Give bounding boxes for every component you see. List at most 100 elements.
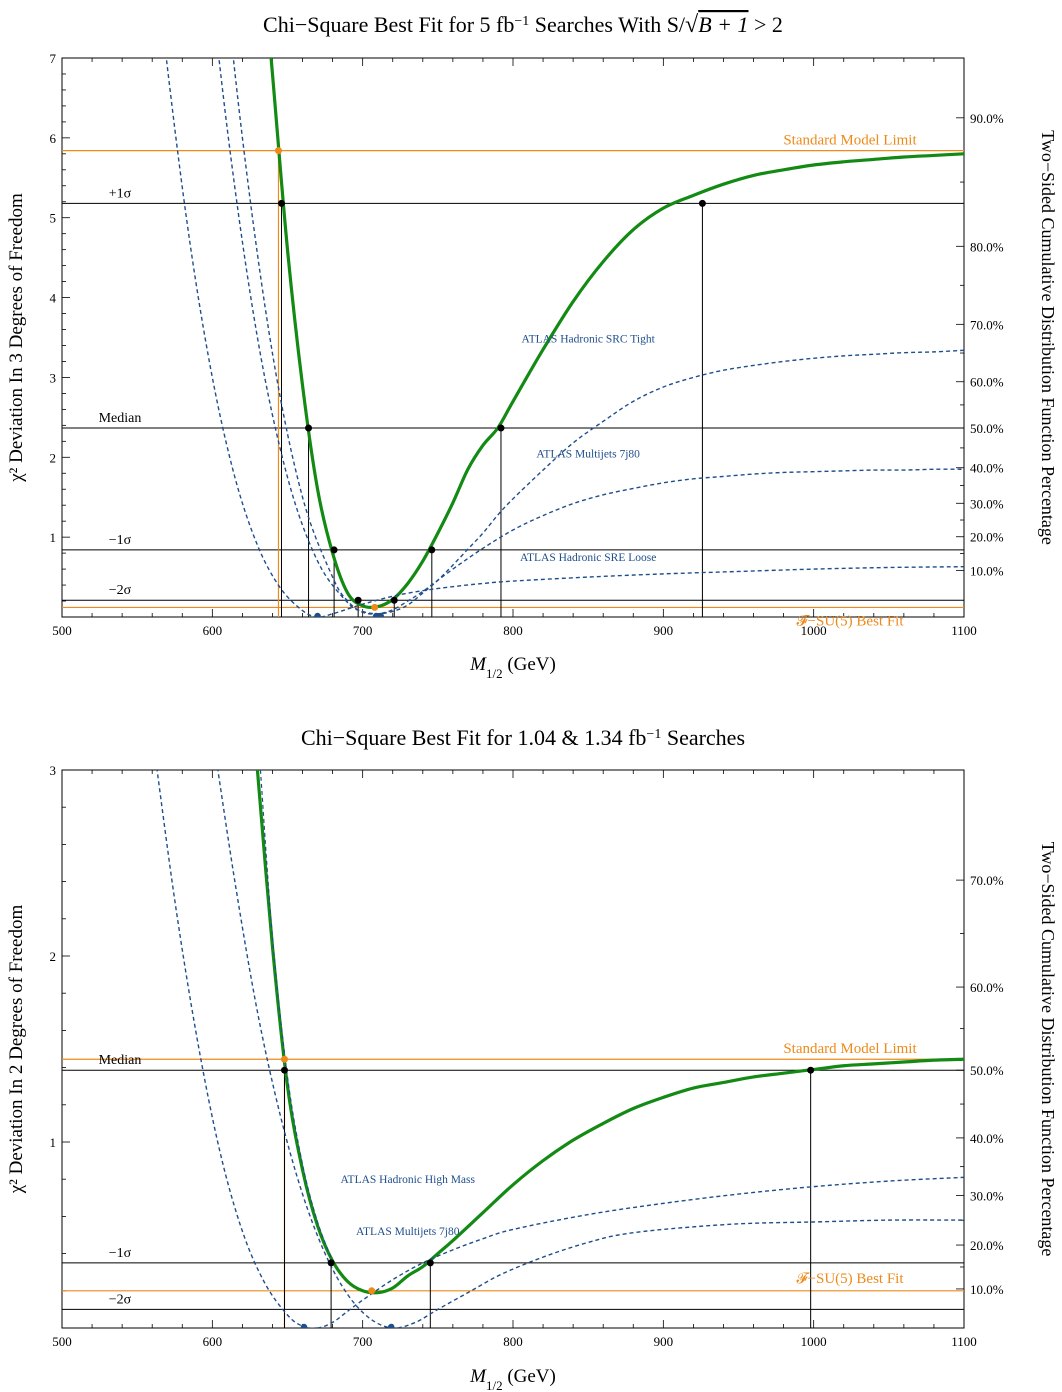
atlas-curve <box>232 58 964 615</box>
intersection-point <box>698 199 706 207</box>
reference-line-label: Median <box>99 411 142 426</box>
intersection-point <box>807 1066 815 1074</box>
orange-point <box>280 1055 288 1063</box>
intersection-point <box>327 1259 335 1267</box>
x-tick-label: 1000 <box>801 1334 827 1349</box>
orange-point <box>274 147 282 155</box>
x-tick-label: 700 <box>353 623 373 638</box>
best-fit-label: 𝓕−SU(5) Best Fit <box>796 613 904 629</box>
reference-line-label: −2σ <box>109 1292 132 1307</box>
x-tick-label: 1100 <box>951 1334 977 1349</box>
right-tick-label: 30.0% <box>970 496 1004 511</box>
right-tick-label: 50.0% <box>970 421 1004 436</box>
orange-point <box>371 603 379 611</box>
fit-curve <box>255 770 964 1295</box>
intersection-point <box>428 546 436 554</box>
x-tick-label: 600 <box>203 1334 223 1349</box>
y-tick-label: 4 <box>50 291 57 306</box>
right-axis-ticks: 10.0% 20.0% 30.0% 40.0% 50.0% 60.0% 70.0% <box>956 873 1004 1297</box>
intersection-point <box>497 424 505 432</box>
series-label: ATLAS Multijets 7j80 <box>536 448 640 460</box>
x-tick-label: 500 <box>52 1334 72 1349</box>
y-tick-label: 1 <box>50 1135 57 1150</box>
right-tick-label: 70.0% <box>970 317 1004 332</box>
y-axis-label: χ² Deviation In 3 Degrees of Freedom <box>6 193 27 483</box>
intersection-point <box>277 199 285 207</box>
right-tick-label: 50.0% <box>970 1063 1004 1078</box>
series-label: ATLAS Multijets 7j80 <box>356 1226 460 1238</box>
minimum-point <box>314 612 321 617</box>
chart-title: Chi−Square Best Fit for 1.04 & 1.34 fb−1… <box>301 725 745 750</box>
y-axis-ticks: 1 2 3 <box>50 763 70 1329</box>
right-tick-label: 30.0% <box>970 1188 1004 1203</box>
right-tick-label: 20.0% <box>970 530 1004 545</box>
right-tick-label: 40.0% <box>970 1131 1004 1146</box>
right-tick-label: 80.0% <box>970 239 1004 254</box>
intersection-point <box>354 596 362 604</box>
standard-model-label: Standard Model Limit <box>783 133 917 149</box>
y-tick-label: 6 <box>50 131 57 146</box>
atlas-curve <box>165 58 964 617</box>
atlas-curve <box>156 770 964 1328</box>
chart-panel-1: Chi−Square Best Fit for 5 fb−1 Searches … <box>6 12 1058 681</box>
series-label: ATLAS Hadronic SRE Loose <box>520 552 656 564</box>
minimum-point <box>388 1323 395 1328</box>
x-tick-label: 700 <box>353 1334 373 1349</box>
right-tick-label: 10.0% <box>970 1282 1004 1297</box>
x-axis-label: M1/2 (GeV) <box>469 654 556 681</box>
x-tick-label: 1000 <box>801 623 827 638</box>
intersection-point <box>426 1259 434 1267</box>
standard-model-label: Standard Model Limit <box>783 1041 917 1057</box>
x-tick-label: 800 <box>503 1334 523 1349</box>
atlas-curve <box>217 770 964 1328</box>
x-axis-ticks: 500 600 700 800 900 1000 1100 <box>52 58 977 638</box>
y-tick-label: 3 <box>50 763 57 778</box>
reference-line-label: −1σ <box>109 1246 132 1261</box>
intersection-point <box>330 546 338 554</box>
minimum-point <box>300 1323 308 1328</box>
reference-line-label: Median <box>99 1053 142 1068</box>
right-tick-label: 60.0% <box>970 980 1004 995</box>
right-tick-label: 20.0% <box>970 1238 1004 1253</box>
orange-point <box>368 1287 376 1295</box>
y-axis-label: χ² Deviation In 2 Degrees of Freedom <box>6 905 27 1195</box>
intersection-point <box>305 424 313 432</box>
reference-line-label: −2σ <box>109 583 132 598</box>
best-fit-label: 𝓕−SU(5) Best Fit <box>796 1271 904 1287</box>
right-axis-label: Two−Sided Cumulative Distribution Functi… <box>1038 842 1058 1257</box>
y-tick-label: 7 <box>50 51 57 66</box>
y-tick-label: 3 <box>50 370 57 385</box>
right-tick-label: 90.0% <box>970 111 1004 126</box>
series-label: ATLAS Hadronic SRC Tight <box>522 333 656 345</box>
x-tick-label: 900 <box>654 623 674 638</box>
chart-panel-2: Chi−Square Best Fit for 1.04 & 1.34 fb−1… <box>6 725 1058 1392</box>
intersection-point <box>390 596 398 604</box>
atlas-curve <box>218 58 964 615</box>
x-axis-label: M1/2 (GeV) <box>469 1366 556 1392</box>
reference-line-label: −1σ <box>109 533 132 548</box>
intersection-point <box>280 1066 288 1074</box>
y-axis-ticks: 1 2 3 4 5 6 7 <box>50 51 70 618</box>
series-label: ATLAS Hadronic High Mass <box>341 1174 476 1186</box>
right-tick-label: 70.0% <box>970 873 1004 888</box>
y-tick-label: 5 <box>50 211 57 226</box>
minimum-point <box>377 612 384 617</box>
x-axis-ticks: 500 600 700 800 900 1000 1100 <box>52 770 977 1349</box>
right-tick-label: 10.0% <box>970 563 1004 578</box>
reference-line-label: +1σ <box>109 186 132 201</box>
right-axis-label: Two−Sided Cumulative Distribution Functi… <box>1038 130 1058 545</box>
atlas-curve <box>259 770 334 1262</box>
plot-area <box>62 58 964 617</box>
right-axis-ticks: 10.0% 20.0% 30.0% 40.0% 50.0% 60.0% 70.0% 80.0%… <box>956 111 1004 578</box>
fit-curve <box>269 58 964 610</box>
x-tick-label: 500 <box>52 623 72 638</box>
y-tick-label: 2 <box>50 450 57 465</box>
right-tick-label: 60.0% <box>970 375 1004 390</box>
right-tick-label: 40.0% <box>970 461 1004 476</box>
x-tick-label: 1100 <box>951 623 977 638</box>
x-tick-label: 900 <box>654 1334 674 1349</box>
plot-area <box>62 770 964 1328</box>
y-tick-label: 1 <box>50 530 57 545</box>
x-tick-label: 800 <box>503 623 523 638</box>
